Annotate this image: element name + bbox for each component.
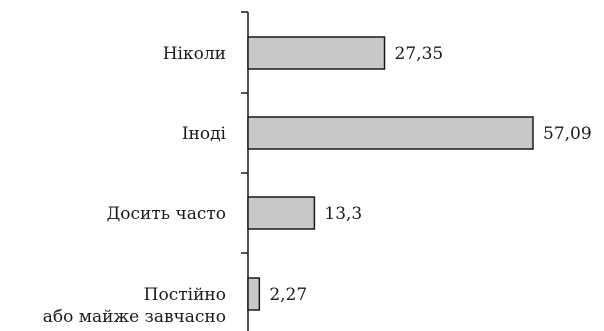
bar-dosyt-chasto: [247, 196, 316, 230]
y-axis-ticks: [241, 11, 248, 254]
category-label-postiino-line2: або майже завчасно: [43, 307, 226, 327]
value-label-nikoly: 27,35: [395, 44, 444, 64]
bars-group: [247, 36, 534, 311]
value-labels: 27,35 57,09 13,3 2,27: [269, 44, 591, 305]
bar-postiino: [247, 277, 261, 311]
bar-nikoly: [247, 36, 386, 70]
bar-inodi: [247, 116, 534, 150]
category-label-inodi: Іноді: [182, 124, 227, 144]
value-label-postiino: 2,27: [269, 285, 307, 305]
value-label-dosyt-chasto: 13,3: [324, 204, 362, 224]
category-label-dosyt-chasto: Досить часто: [106, 204, 226, 224]
category-label-postiino-line1: Постійно: [144, 285, 226, 305]
category-label-nikoly: Ніколи: [163, 44, 226, 64]
value-label-inodi: 57,09: [543, 124, 592, 144]
